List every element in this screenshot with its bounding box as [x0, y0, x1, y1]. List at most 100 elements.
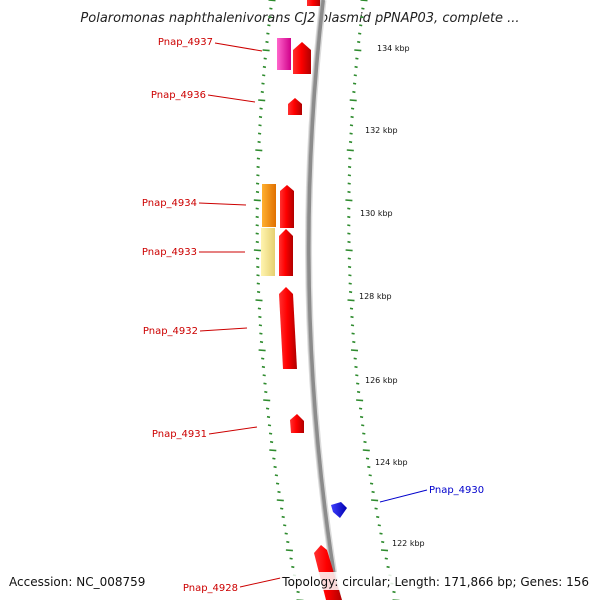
inner-ring-tick: [277, 490, 281, 494]
inner-ring-tick: [266, 415, 271, 419]
gene-label-pnap-4933[interactable]: Pnap_4933: [142, 247, 197, 258]
cog-box-yellow: [261, 228, 275, 276]
inner-ring-tick: [264, 390, 268, 394]
outer-ring-tick: [361, 424, 365, 427]
outer-ring-tick: [376, 515, 380, 519]
inner-ring-tick: [256, 265, 260, 269]
outer-ring-tick: [345, 199, 353, 202]
outer-ring-tick: [350, 324, 355, 327]
outer-ring-tick: [347, 174, 352, 177]
gene-arrow-pnap-4930[interactable]: [331, 502, 347, 518]
outer-ring-tick: [360, 0, 368, 2]
map-title: Polaromonas naphthalenivorans CJ2 plasmi…: [80, 11, 519, 26]
inner-ring-tick: [262, 49, 270, 52]
gene-arrow-pnap-4936[interactable]: [288, 98, 302, 115]
inner-ring-tick: [253, 249, 261, 252]
outer-ring-tick: [365, 457, 370, 460]
gene-arrow-top-edge[interactable]: [307, 0, 320, 6]
outer-ring-tick: [353, 74, 357, 77]
inner-ring-tick: [258, 349, 266, 352]
scale-labels: 134 kbp 132 kbp 130 kbp 128 kbp 126 kbp …: [359, 44, 425, 548]
outer-ring-tick: [392, 590, 396, 594]
inner-ring-tick: [261, 365, 266, 369]
inner-ring-tick: [261, 357, 265, 360]
inner-ring-tick: [269, 7, 273, 10]
inner-ring-tick: [255, 299, 263, 302]
inner-ring-tick: [272, 457, 276, 460]
inner-ring-tick: [258, 115, 263, 119]
outer-ring-tick: [352, 82, 357, 85]
gene-arrow-pnap-4933[interactable]: [279, 229, 293, 276]
gene-label-pnap-4936[interactable]: Pnap_4936: [151, 90, 206, 101]
scale-label-122kbp: 122 kbp: [392, 539, 425, 548]
inner-ring-tick: [274, 474, 279, 477]
inner-ring-tick: [259, 332, 263, 335]
gene-arrow-pnap-4934[interactable]: [280, 185, 294, 228]
outer-ring-tick: [349, 124, 354, 127]
inner-ring-tick: [268, 0, 276, 2]
inner-ring-tick: [262, 374, 266, 377]
outer-ring-tick: [363, 440, 367, 444]
inner-ring-tick: [256, 165, 260, 169]
plasmid-backbone: [305, 0, 342, 600]
inner-ring-tick: [255, 232, 259, 235]
inner-ring-tick: [267, 424, 272, 427]
gene-arrow-pnap-4932[interactable]: [279, 287, 297, 369]
outer-ring-tick: [374, 507, 378, 510]
inner-ring-tick: [258, 324, 263, 327]
gene-arrow-pnap-4937[interactable]: [293, 42, 311, 74]
map-summary-text: Topology: circular; Length: 171,866 bp; …: [281, 575, 589, 589]
outer-ring-tick: [362, 449, 370, 452]
outer-ring-tick: [351, 332, 355, 335]
inner-ring-tick: [276, 499, 284, 502]
outer-ring-tick: [354, 365, 358, 369]
scale-label-126kbp: 126 kbp: [365, 376, 398, 385]
inner-ring-tick: [259, 107, 263, 110]
inner-ring-tick: [256, 282, 260, 285]
inner-ring-tick: [255, 182, 260, 185]
outer-ring-tick: [347, 215, 351, 219]
inner-ring-tick: [265, 40, 269, 44]
inner-ring-tick: [291, 565, 295, 569]
outer-ring-tick: [381, 540, 385, 544]
inner-ring-tick: [255, 224, 259, 227]
outer-ring-tick: [377, 524, 381, 527]
outer-ring-tick: [356, 399, 364, 402]
outer-ring-tick: [361, 7, 365, 10]
outer-ring-tick: [346, 149, 354, 152]
gene-label-pnap-4932[interactable]: Pnap_4932: [143, 326, 198, 337]
outer-ring-tick: [347, 257, 351, 260]
outer-ring-tick: [348, 157, 352, 160]
inner-ring-tick: [255, 240, 259, 244]
outer-ring-tick: [359, 24, 363, 27]
outer-ring-tick: [354, 49, 362, 52]
outer-ring-tick: [352, 90, 356, 94]
outer-ring-tick: [360, 15, 364, 19]
outer-ring-tick: [348, 274, 352, 277]
scale-label-132kbp: 132 kbp: [365, 126, 398, 135]
cog-box-orange: [262, 184, 276, 227]
inner-ring-tick: [267, 24, 271, 27]
outer-ring-tick: [379, 532, 383, 535]
outer-ring-tick: [380, 549, 389, 552]
inner-ring-tick: [286, 540, 290, 544]
outer-ring-tick: [350, 115, 354, 119]
inner-ring-tick: [262, 65, 267, 69]
gene-label-pnap-4928[interactable]: Pnap_4928: [183, 583, 238, 594]
inner-ring-tick: [266, 32, 270, 35]
outer-ring-tick: [349, 132, 353, 135]
gene-label-pnap-4937[interactable]: Pnap_4937: [158, 37, 213, 48]
outer-ring-tick: [358, 32, 362, 35]
gene-label-pnap-4931[interactable]: Pnap_4931: [152, 429, 207, 440]
outer-ring-tick: [347, 224, 351, 227]
gene-label-pnap-4934[interactable]: Pnap_4934: [142, 198, 197, 209]
inner-ring-tick: [261, 82, 265, 85]
gene-label-pnap-4930[interactable]: Pnap_4930: [429, 485, 484, 496]
outer-ring-tick: [358, 407, 363, 410]
inner-ring-tick: [263, 57, 267, 60]
gene-arrow-pnap-4931[interactable]: [290, 414, 304, 433]
inner-ring-tick: [255, 215, 259, 219]
inner-ring-tick: [263, 382, 267, 385]
inner-ring-tick: [284, 532, 288, 535]
inner-ring-tick: [268, 432, 273, 435]
